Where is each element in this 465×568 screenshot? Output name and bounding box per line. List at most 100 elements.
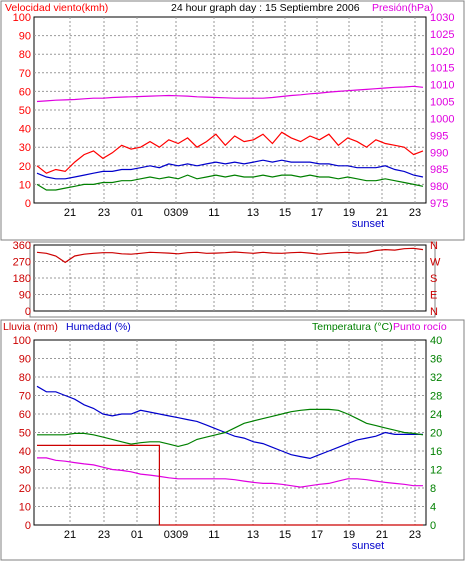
direction-chart-y-tick: 270 — [13, 257, 31, 269]
humidity-chart-x-tick: 13 — [247, 529, 259, 541]
wind-chart-y-tick: 40 — [19, 124, 31, 136]
wind-chart-x-tick: 13 — [247, 207, 259, 219]
wind-chart-y2-tick: 1015 — [430, 63, 454, 75]
humidity-axis-title: Humedad (%) — [66, 321, 131, 333]
humidity-chart-y2-tick: 12 — [430, 465, 442, 477]
wind-chart-y-tick: 60 — [19, 86, 31, 98]
humidity-chart-y2-tick: 20 — [430, 428, 442, 440]
humidity-chart-y2-tick: 0 — [430, 520, 436, 532]
humidity-chart-series-rain — [37, 444, 423, 526]
wind-chart-y-tick: 90 — [19, 31, 31, 43]
humidity-chart-y2-tick: 24 — [430, 409, 442, 421]
wind-chart-series-gust — [36, 131, 424, 174]
wind-axis-title: Velocidad viento(kmh) — [5, 2, 108, 14]
humidity-chart-x-tick: 21 — [376, 529, 388, 541]
humidity-chart-series-temperature — [37, 408, 424, 448]
humidity-chart-y-tick: 20 — [19, 483, 31, 495]
wind-chart-y-tick: 80 — [19, 49, 31, 61]
direction-chart-y-tick: 0 — [25, 306, 31, 318]
wind-chart-y2-tick: 1010 — [430, 80, 454, 92]
wind-chart-y2-tick: 980 — [430, 181, 448, 193]
humidity-chart-x-tick: 11 — [208, 529, 219, 541]
wind-chart-x-tick: 11 — [208, 207, 219, 219]
wind-chart-y2-tick: 1030 — [430, 12, 454, 24]
direction-panel-frame — [29, 241, 436, 318]
humidity-chart-y2-tick: 32 — [430, 372, 442, 384]
chart-title: 24 hour graph day : 15 Septiembre 2006 — [171, 2, 360, 14]
wind-chart-y2-tick: 995 — [430, 130, 448, 142]
humidity-chart-y-tick: 90 — [19, 354, 31, 366]
humidity-chart-y-tick: 40 — [19, 446, 31, 458]
wind-chart-y-tick: 100 — [13, 12, 31, 24]
direction-chart-y2-tick: E — [430, 290, 437, 302]
wind-chart-x-tick: 0309 — [164, 207, 188, 219]
humidity-chart-x-tick: 15 — [279, 529, 291, 541]
humidity-chart-x-tick: 23 — [98, 529, 110, 541]
wind-chart-y2-tick: 1020 — [430, 46, 454, 58]
wind-chart-x-tick: 21 — [64, 207, 76, 219]
wind-chart-series-min — [36, 174, 424, 191]
wind-chart-y2-tick: 1025 — [430, 29, 454, 41]
wind-chart-x-tick: 21 — [376, 207, 388, 219]
humidity-chart-x-tick: 19 — [343, 529, 355, 541]
wind-chart-sunset-label: sunset — [352, 218, 384, 230]
wind-chart-y-tick: 10 — [19, 179, 31, 191]
direction-chart-y-tick: 90 — [19, 290, 31, 302]
rain-axis-title: Lluvia (mm) — [3, 321, 58, 333]
humidity-chart-y-tick: 50 — [19, 428, 31, 440]
wind-chart-y-tick: 0 — [25, 198, 31, 210]
wind-chart-y2-tick: 1000 — [430, 113, 454, 125]
wind-chart-x-tick: 23 — [98, 207, 110, 219]
direction-chart-y-tick: 180 — [13, 273, 31, 285]
wind-chart-x-tick: 17 — [311, 207, 323, 219]
direction-chart-series-direction — [36, 247, 424, 264]
humidity-chart-y-tick: 30 — [19, 465, 31, 477]
humidity-chart-y-tick: 60 — [19, 409, 31, 421]
humidity-chart-y-tick: 0 — [25, 520, 31, 532]
temperature-axis-title: Temperatura (°C) — [312, 321, 393, 333]
humidity-chart-y2-tick: 36 — [430, 354, 442, 366]
wind-chart-x-tick: 19 — [343, 207, 355, 219]
humidity-chart-x-tick: 21 — [64, 529, 76, 541]
humidity-chart-y2-tick: 4 — [430, 502, 436, 514]
humidity-chart-y-tick: 100 — [13, 335, 31, 347]
direction-chart-y-tick: 360 — [13, 240, 31, 252]
wind-chart-y-tick: 20 — [19, 161, 31, 173]
wind-chart-x-tick: 23 — [409, 207, 421, 219]
direction-chart-y2-tick: S — [430, 273, 437, 285]
humidity-panel-frame — [0, 319, 465, 561]
pressure-axis-title: Presión(hPa) — [372, 2, 433, 14]
humidity-chart-sunset-label: sunset — [352, 540, 384, 552]
wind-chart-y2-tick: 1005 — [430, 97, 454, 109]
humidity-chart-x-tick: 0309 — [164, 529, 188, 541]
wind-chart-y-tick: 70 — [19, 68, 31, 80]
wind-chart-x-tick: 15 — [279, 207, 291, 219]
humidity-chart-series-humidity — [36, 385, 423, 460]
humidity-chart-x-tick: 01 — [131, 529, 143, 541]
humidity-chart-y-tick: 10 — [19, 502, 31, 514]
humidity-chart-y-tick: 80 — [19, 372, 31, 384]
wind-chart-y-tick: 30 — [19, 142, 31, 154]
wind-chart-y2-tick: 990 — [430, 147, 448, 159]
direction-chart-y2-tick: N — [430, 240, 438, 252]
dewpoint-axis-title: Punto rocío — [393, 321, 447, 333]
wind-chart-series-avg — [36, 159, 424, 180]
humidity-chart-x-tick: 23 — [409, 529, 421, 541]
humidity-chart-x-tick: 17 — [311, 529, 323, 541]
humidity-chart-y2-tick: 8 — [430, 483, 436, 495]
humidity-chart-series-dewpoint — [37, 457, 423, 488]
direction-chart-y2-tick: N — [430, 306, 438, 318]
wind-chart-y2-tick: 975 — [430, 198, 448, 210]
wind-chart-series-pressure — [36, 85, 424, 103]
humidity-chart-y2-tick: 40 — [430, 335, 442, 347]
humidity-chart-y2-tick: 28 — [430, 391, 442, 403]
wind-chart-x-tick: 01 — [131, 207, 143, 219]
wind-chart-y-tick: 50 — [19, 105, 31, 117]
wind-panel-frame — [0, 0, 465, 241]
wind-chart-y2-tick: 985 — [430, 164, 448, 176]
humidity-chart-y2-tick: 16 — [430, 446, 442, 458]
humidity-chart-y-tick: 70 — [19, 391, 31, 403]
direction-chart-y2-tick: W — [430, 257, 441, 269]
